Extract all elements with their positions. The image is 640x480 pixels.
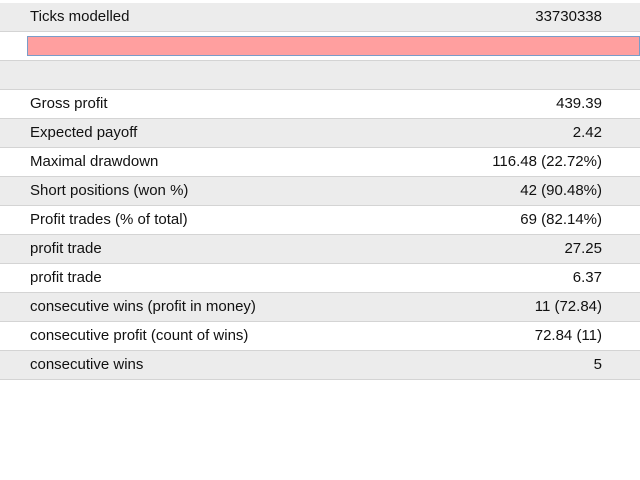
table-row: Short positions (won %) 42 (90.48%) xyxy=(0,177,640,206)
row-value: 72.84 (11) xyxy=(534,327,602,344)
row-label: Expected payoff xyxy=(30,124,138,141)
table-row: Maximal drawdown 116.48 (22.72%) xyxy=(0,148,640,177)
table-row: consecutive profit (count of wins) 72.84 … xyxy=(0,322,640,351)
row-label: consecutive wins (profit in money) xyxy=(30,298,256,315)
table-row: consecutive wins 5 xyxy=(0,351,640,380)
row-value: 33730338 xyxy=(535,8,602,25)
row-label: Short positions (won %) xyxy=(30,182,189,199)
table-row: profit trade 27.25 xyxy=(0,235,640,264)
row-value: 27.25 xyxy=(564,240,602,257)
row-value: 69 (82.14%) xyxy=(520,211,602,228)
row-label: Maximal drawdown xyxy=(30,153,159,170)
table-row: Expected payoff 2.42 xyxy=(0,119,640,148)
spacer-row xyxy=(0,61,640,90)
table-row: profit trade 6.37 xyxy=(0,264,640,293)
row-label: profit trade xyxy=(30,240,102,257)
progress-bar xyxy=(27,36,640,56)
row-value: 42 (90.48%) xyxy=(520,182,602,199)
row-value: 439.39 xyxy=(556,95,602,112)
progress-row xyxy=(0,32,640,61)
row-value: 11 (72.84) xyxy=(534,298,602,315)
row-label: Profit trades (% of total) xyxy=(30,211,188,228)
row-value: 2.42 xyxy=(572,124,602,141)
row-label: Gross profit xyxy=(30,95,108,112)
table-row: Gross profit 439.39 xyxy=(0,90,640,119)
row-label: profit trade xyxy=(30,269,102,286)
row-label: Ticks modelled xyxy=(30,8,130,25)
table-row: Profit trades (% of total) 69 (82.14%) xyxy=(0,206,640,235)
table-row: Ticks modelled 33730338 xyxy=(0,3,640,32)
row-value: 116.48 (22.72%) xyxy=(492,153,602,170)
row-value: 5 xyxy=(593,356,602,373)
row-value: 6.37 xyxy=(572,269,602,286)
row-label: consecutive profit (count of wins) xyxy=(30,327,249,344)
row-label: consecutive wins xyxy=(30,356,144,373)
table-row: consecutive wins (profit in money) 11 (72… xyxy=(0,293,640,322)
